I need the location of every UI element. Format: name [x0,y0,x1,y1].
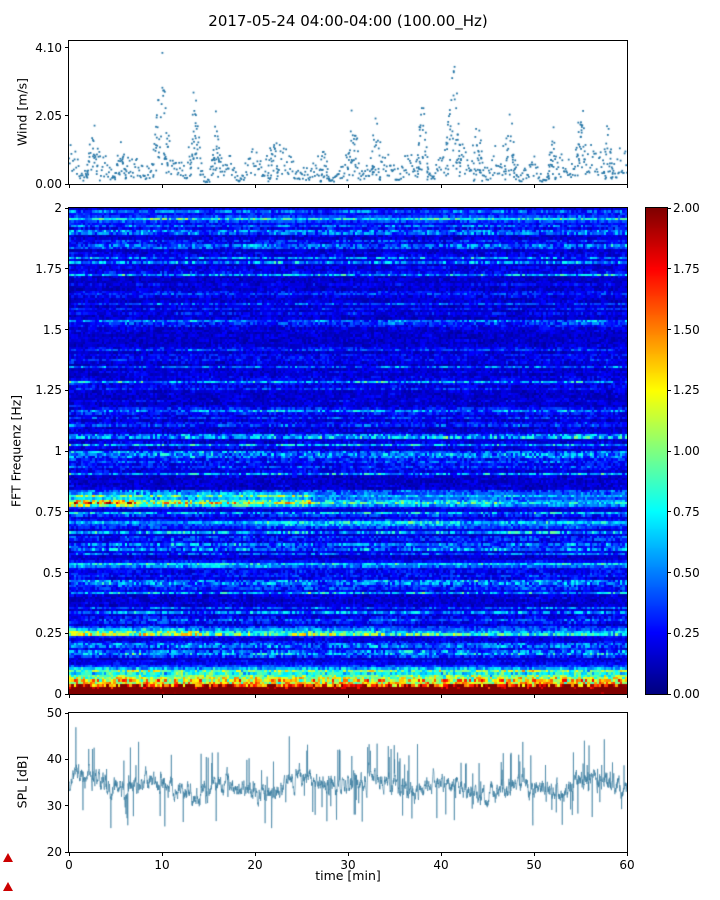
y-tick-mark [65,450,69,452]
y-tick-label: 1.25 [673,383,700,398]
y-tick-mark [65,758,69,760]
y-tick-label: 1.50 [673,322,700,337]
x-tick-mark [347,852,349,856]
x-tick-mark [440,184,442,188]
spl-plot-canvas [69,713,627,852]
x-tick-mark [68,852,70,856]
x-tick-mark [533,852,535,856]
y-tick-label: 0 [54,687,62,701]
x-tick-mark [68,694,70,698]
x-tick-mark [347,184,349,188]
x-tick-mark [626,852,628,856]
spectrogram-plot: 2 1.75 1.5 1.25 1 0.75 0.5 0.25 0 [35,201,628,701]
spl-line-plot: 50 40 30 20 0 10 20 30 40 50 60 [47,706,635,872]
y-tick-label: 20 [46,845,62,859]
y-tick-mark [65,207,69,209]
colorbar-canvas [646,208,667,694]
y-tick-label: 2.00 [673,201,700,215]
x-tick-label: 20 [247,858,263,872]
y-tick-label: 2 [54,201,62,215]
y-tick-label: 0.25 [673,626,700,641]
y-tick-label: 0.00 [673,687,700,701]
y-tick-mark [65,632,69,634]
y-tick-label: 2.05 [35,108,62,123]
x-tick-mark [533,694,535,698]
x-tick-mark [626,184,628,188]
y-tick-mark [65,851,69,853]
y-tick-mark [65,572,69,573]
y-tick-mark [65,183,69,185]
y-tick-mark [65,693,69,695]
y-tick-mark [667,511,671,513]
y-tick-mark [667,389,671,391]
x-tick-mark [68,184,70,188]
y-tick-label: 1.25 [35,383,62,398]
colorbar: 2.00 1.75 1.50 1.25 1.00 0.75 0.50 0.25 0.00 [645,201,700,701]
red-triangle-icon [3,882,13,891]
y-tick-mark [667,207,671,209]
y-tick-label: 30 [46,798,62,813]
x-tick-mark [254,184,256,188]
y-tick-label: 1.5 [42,322,62,337]
x-tick-label: 60 [619,858,635,872]
y-tick-mark [667,693,671,695]
x-tick-mark [254,694,256,698]
y-tick-mark [667,632,671,634]
y-tick-label: 4.10 [35,40,62,55]
y-tick-mark [65,115,69,117]
y-tick-mark [667,450,671,452]
y-tick-mark [65,47,69,49]
y-tick-label: 1.00 [673,444,700,458]
x-tick-label: 0 [65,858,73,872]
y-tick-mark [65,329,69,330]
y-tick-mark [65,268,69,270]
wind-y-axis-label: Wind [m/s] [14,77,30,147]
x-tick-label: 40 [433,858,449,872]
x-tick-mark [626,694,628,698]
wind-plot-canvas [69,41,627,184]
y-tick-label: 0.75 [673,504,700,519]
y-tick-label: 0.50 [673,565,700,580]
x-tick-mark [161,852,163,856]
x-tick-label: 10 [154,858,170,872]
x-tick-mark [440,694,442,698]
spectrogram-canvas [69,208,627,694]
y-tick-label: 1.75 [35,261,62,276]
x-tick-mark [161,184,163,188]
y-tick-label: 1.75 [673,261,700,276]
y-tick-mark [65,805,69,807]
x-tick-label: 50 [526,858,542,872]
y-tick-label: 1 [54,444,62,458]
y-tick-label: 0.75 [35,504,62,519]
y-tick-label: 0.25 [35,626,62,641]
x-tick-mark [347,694,349,698]
y-tick-mark [667,268,671,270]
y-tick-label: 0.00 [35,177,62,191]
y-tick-mark [65,511,69,513]
x-tick-label: 30 [340,858,356,872]
y-tick-label: 40 [46,752,62,767]
wind-scatter-plot: 4.10 2.05 0.00 [35,40,628,191]
y-tick-mark [65,389,69,391]
y-tick-label: 50 [46,706,62,720]
figure-title: 2017-05-24 04:00-04:00 (100.00_Hz) [208,12,488,30]
y-tick-mark [65,712,69,714]
spl-y-axis-label: SPL [dB] [14,755,30,809]
x-axis-label: time [min] [315,868,381,883]
x-tick-mark [161,694,163,698]
x-tick-mark [440,852,442,856]
red-triangle-icon [3,853,13,862]
y-tick-mark [667,572,671,573]
x-tick-mark [533,184,535,188]
x-tick-mark [254,852,256,856]
y-tick-mark [667,329,671,330]
y-tick-label: 0.5 [42,565,62,580]
spectrogram-y-axis-label: FFT Frequenz [Hz] [8,394,24,508]
